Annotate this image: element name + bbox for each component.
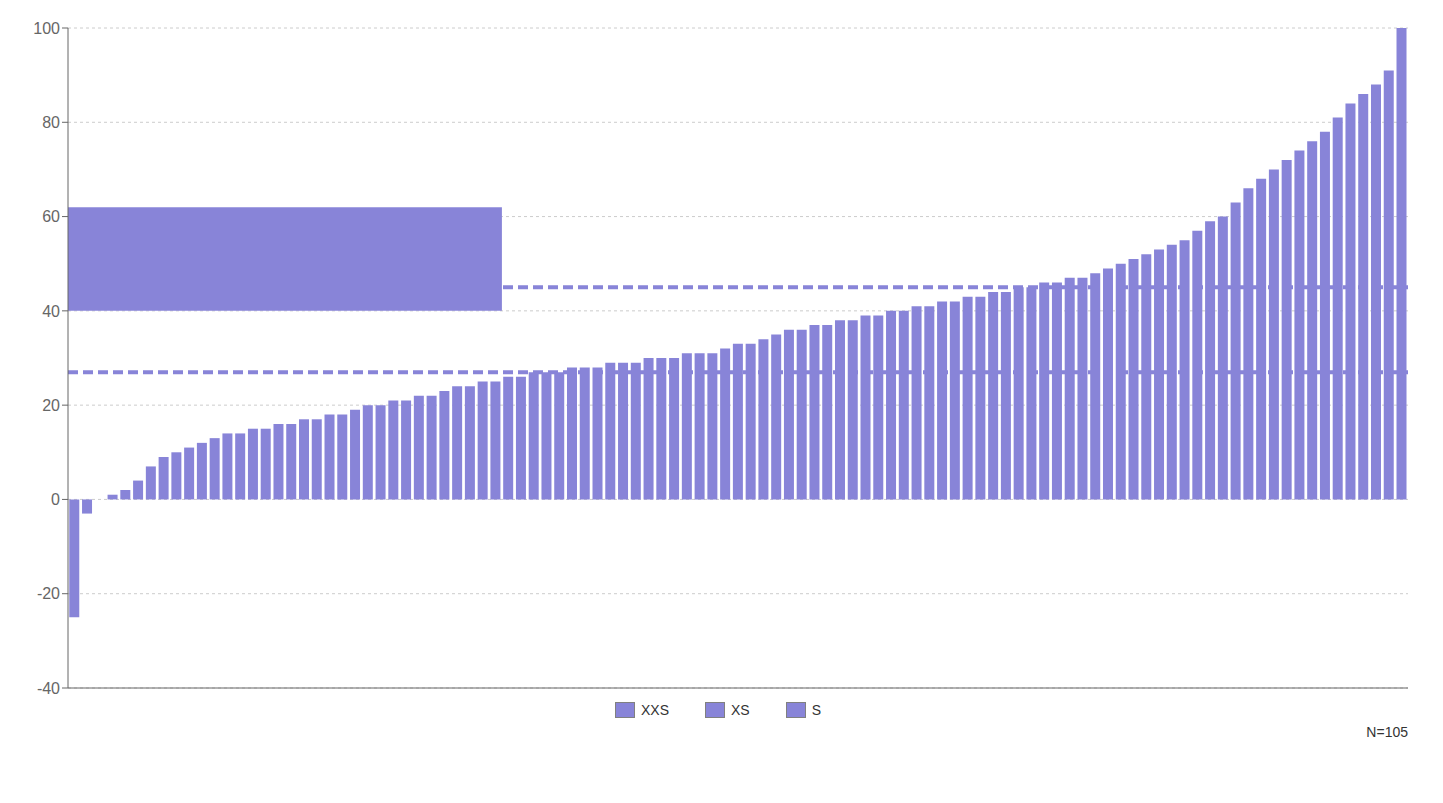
svg-text:0: 0 — [51, 491, 60, 508]
html-text:XXS: XXS — [641, 702, 669, 718]
svg-text:80: 80 — [42, 114, 60, 131]
html-text:S: S — [811, 702, 821, 718]
svg-text:40: 40 — [42, 303, 60, 320]
html-text:XS: XS — [731, 702, 750, 718]
svg-text:-40: -40 — [37, 680, 60, 697]
svg-text:-20: -20 — [37, 585, 60, 602]
svg-text:60: 60 — [42, 208, 60, 225]
svg-text:100: 100 — [33, 20, 60, 37]
html-text:N=105: N=105 — [1366, 724, 1408, 740]
svg-text:20: 20 — [42, 397, 60, 414]
